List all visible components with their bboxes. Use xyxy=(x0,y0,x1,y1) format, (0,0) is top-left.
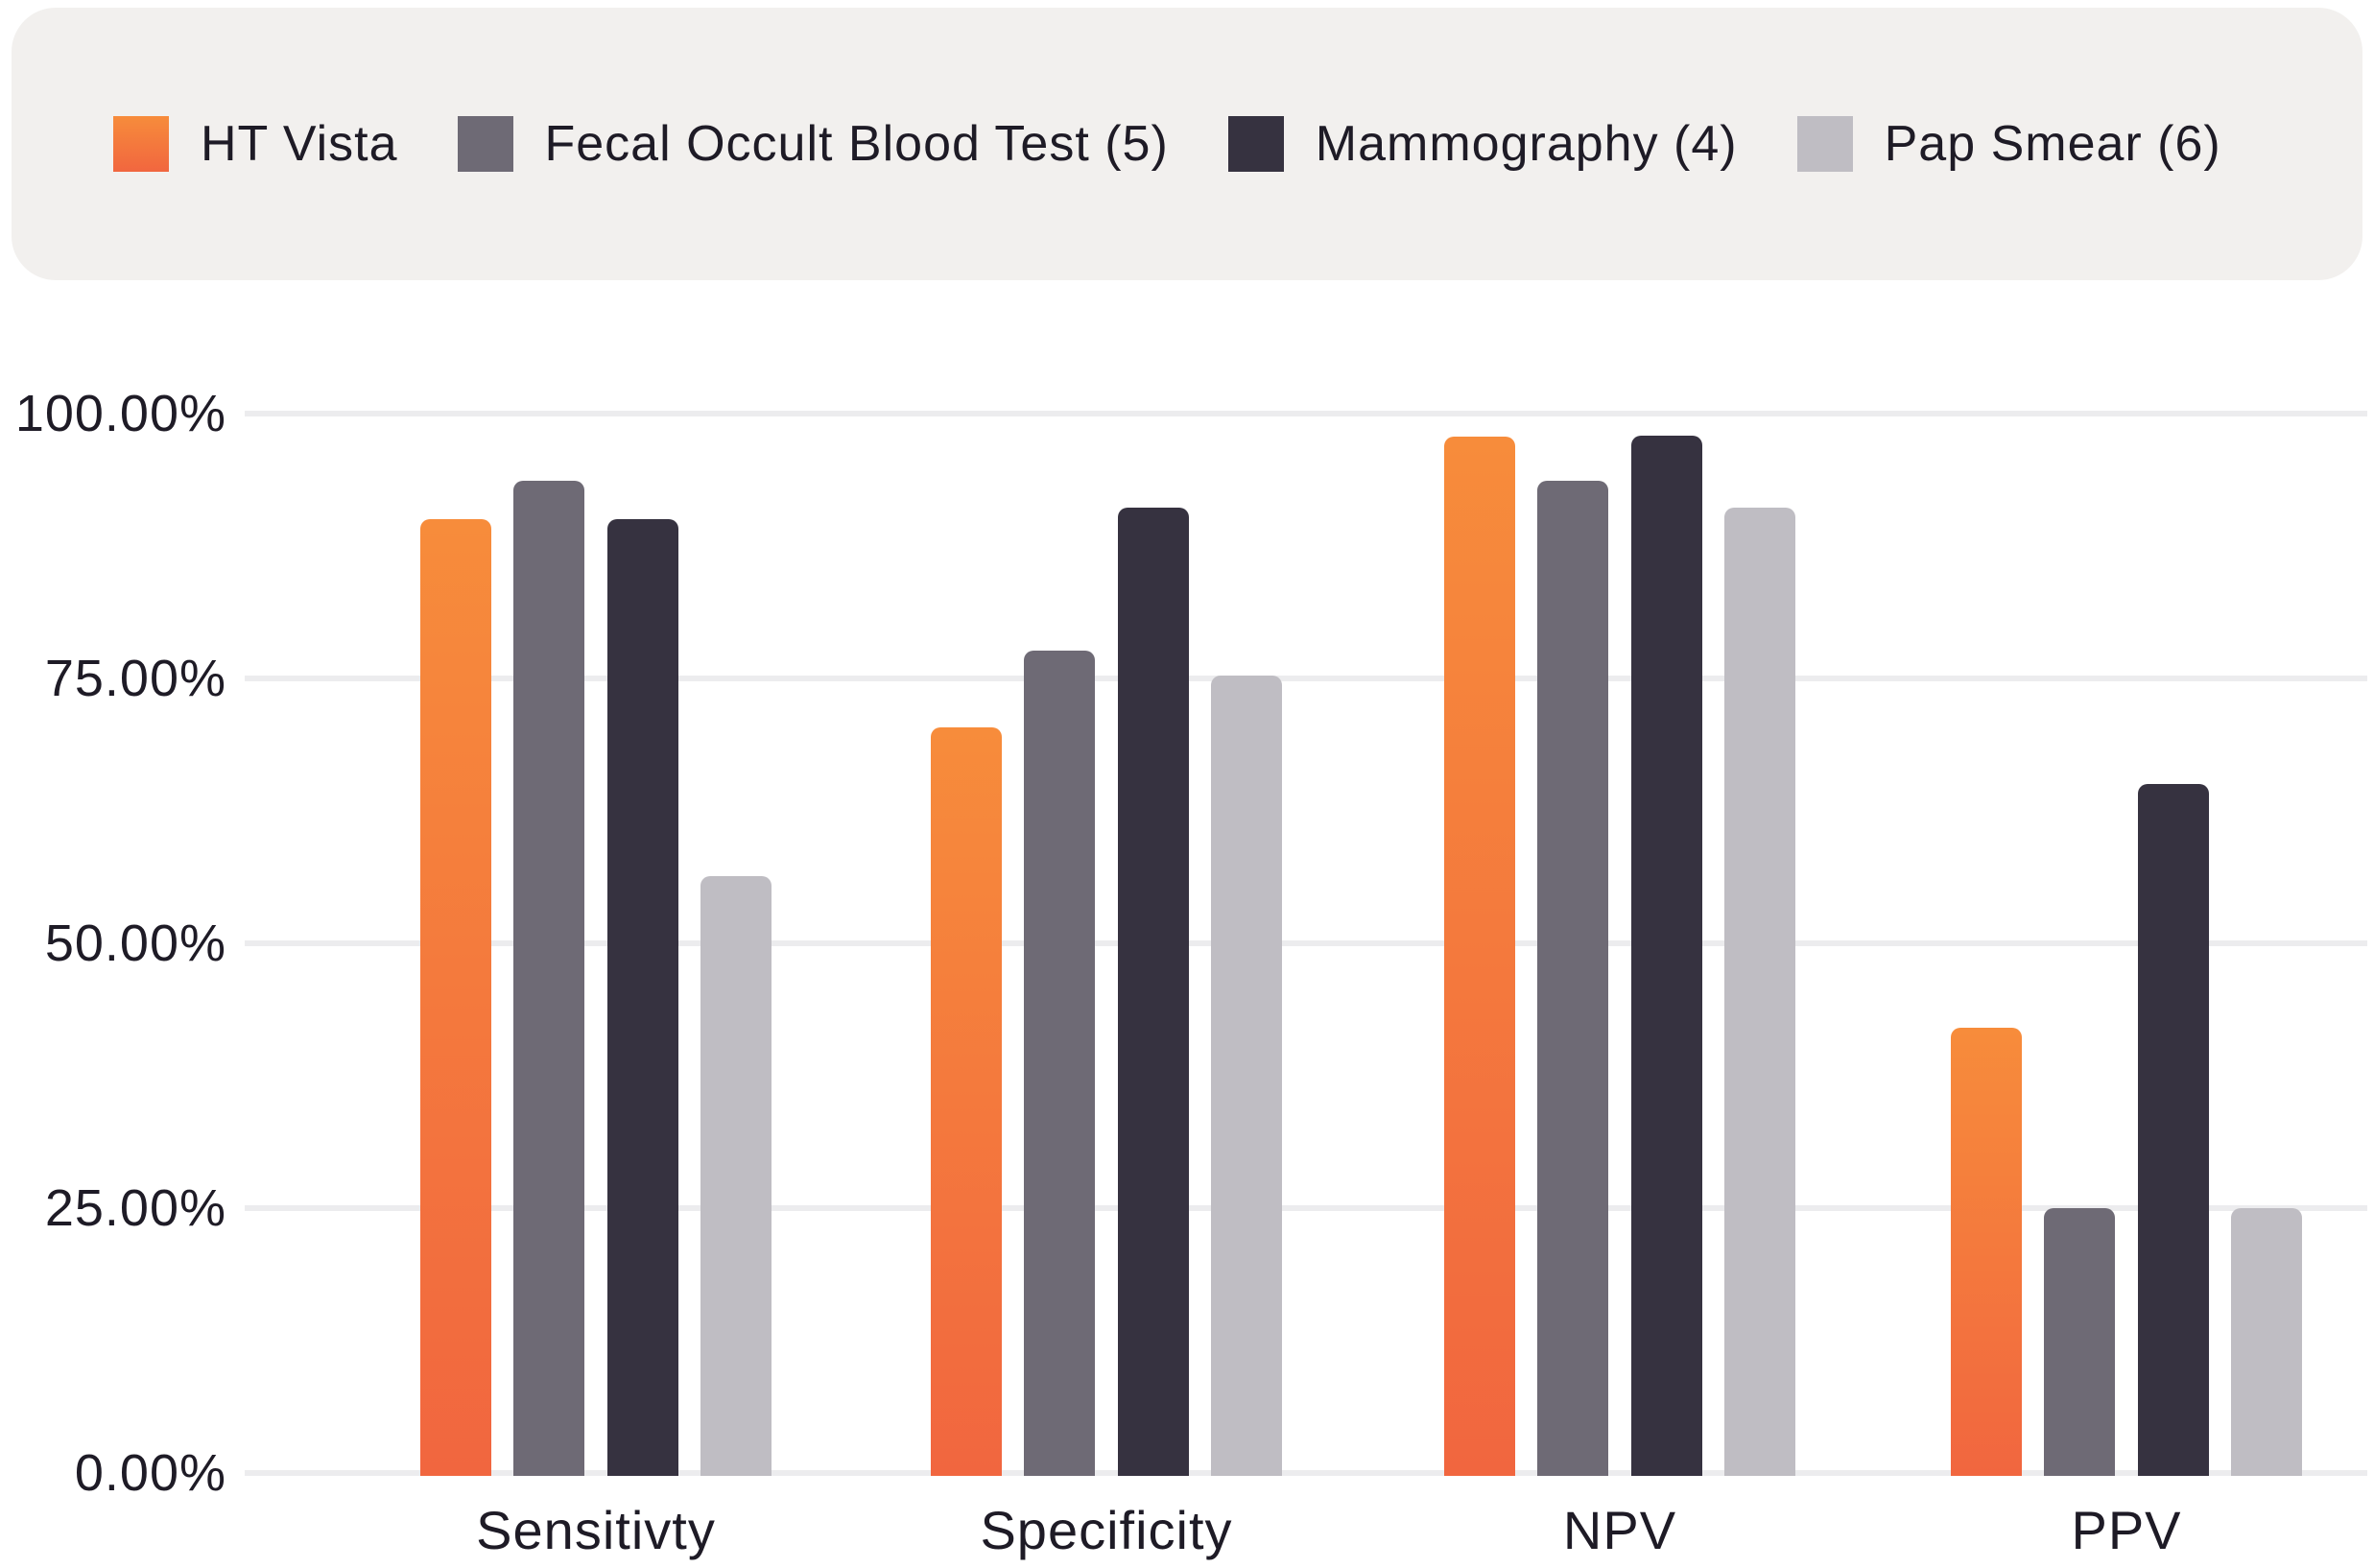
y-axis-tick-75: 75.00% xyxy=(44,650,226,707)
bar-ppv-fecal-occult-blood-test-5[interactable] xyxy=(2044,1208,2116,1476)
legend-item-ht-vista[interactable]: HT Vista xyxy=(113,115,398,173)
bar-specificity-ht-vista[interactable] xyxy=(931,726,1002,1476)
legend-label-mammography: Mammography (4) xyxy=(1315,116,1738,172)
y-axis-tick-50: 50.00% xyxy=(44,915,226,972)
legend-label-fecal-occult-blood-test: Fecal Occult Blood Test (5) xyxy=(544,116,1169,172)
x-axis-label-npv: NPV xyxy=(1562,1500,1677,1560)
legend: HT Vista Fecal Occult Blood Test (5) Mam… xyxy=(12,8,2362,280)
bar-ppv-pap-smear-6[interactable] xyxy=(2230,1208,2302,1476)
bar-npv-mammography-4[interactable] xyxy=(1630,436,1702,1476)
legend-swatch-mammography xyxy=(1227,116,1284,172)
bar-sensitivty-pap-smear-6[interactable] xyxy=(700,876,772,1476)
x-axis-label-ppv: PPV xyxy=(2071,1500,2182,1560)
gridline-75 xyxy=(245,676,2367,681)
legend-swatch-ht-vista xyxy=(113,116,169,172)
bar-npv-fecal-occult-blood-test-5[interactable] xyxy=(1537,480,1609,1476)
bar-specificity-fecal-occult-blood-test-5[interactable] xyxy=(1024,651,1096,1476)
bar-npv-ht-vista[interactable] xyxy=(1444,437,1515,1476)
x-axis-label-specificity: Specificity xyxy=(980,1500,1233,1560)
legend-swatch-pap-smear xyxy=(1796,116,1853,172)
gridline-25 xyxy=(245,1205,2367,1211)
bar-ppv-ht-vista[interactable] xyxy=(1951,1028,2022,1476)
legend-item-mammography[interactable]: Mammography (4) xyxy=(1227,115,1738,173)
bar-sensitivty-fecal-occult-blood-test-5[interactable] xyxy=(513,480,585,1476)
legend-item-fecal-occult-blood-test[interactable]: Fecal Occult Blood Test (5) xyxy=(457,115,1169,173)
bar-sensitivty-mammography-4[interactable] xyxy=(606,519,678,1476)
legend-swatch-fecal-occult-blood-test xyxy=(457,116,513,172)
gridline-0 xyxy=(245,1470,2367,1476)
bar-ppv-mammography-4[interactable] xyxy=(2137,784,2209,1476)
y-axis-tick-0: 0.00% xyxy=(74,1444,226,1502)
legend-label-pap-smear: Pap Smear (6) xyxy=(1884,116,2221,172)
x-axis-label-sensitivity: Sensitivty xyxy=(476,1500,716,1560)
y-axis-tick-100: 100.00% xyxy=(14,385,226,442)
y-axis-tick-25: 25.00% xyxy=(44,1179,226,1237)
bar-specificity-pap-smear-6[interactable] xyxy=(1210,675,1282,1476)
legend-item-pap-smear[interactable]: Pap Smear (6) xyxy=(1796,115,2221,173)
legend-label-ht-vista: HT Vista xyxy=(201,116,398,172)
gridline-100 xyxy=(245,411,2367,416)
gridline-50 xyxy=(245,940,2367,946)
bar-specificity-mammography-4[interactable] xyxy=(1117,508,1189,1476)
bar-npv-pap-smear-6[interactable] xyxy=(1723,508,1795,1476)
bar-sensitivty-ht-vista[interactable] xyxy=(420,519,491,1476)
